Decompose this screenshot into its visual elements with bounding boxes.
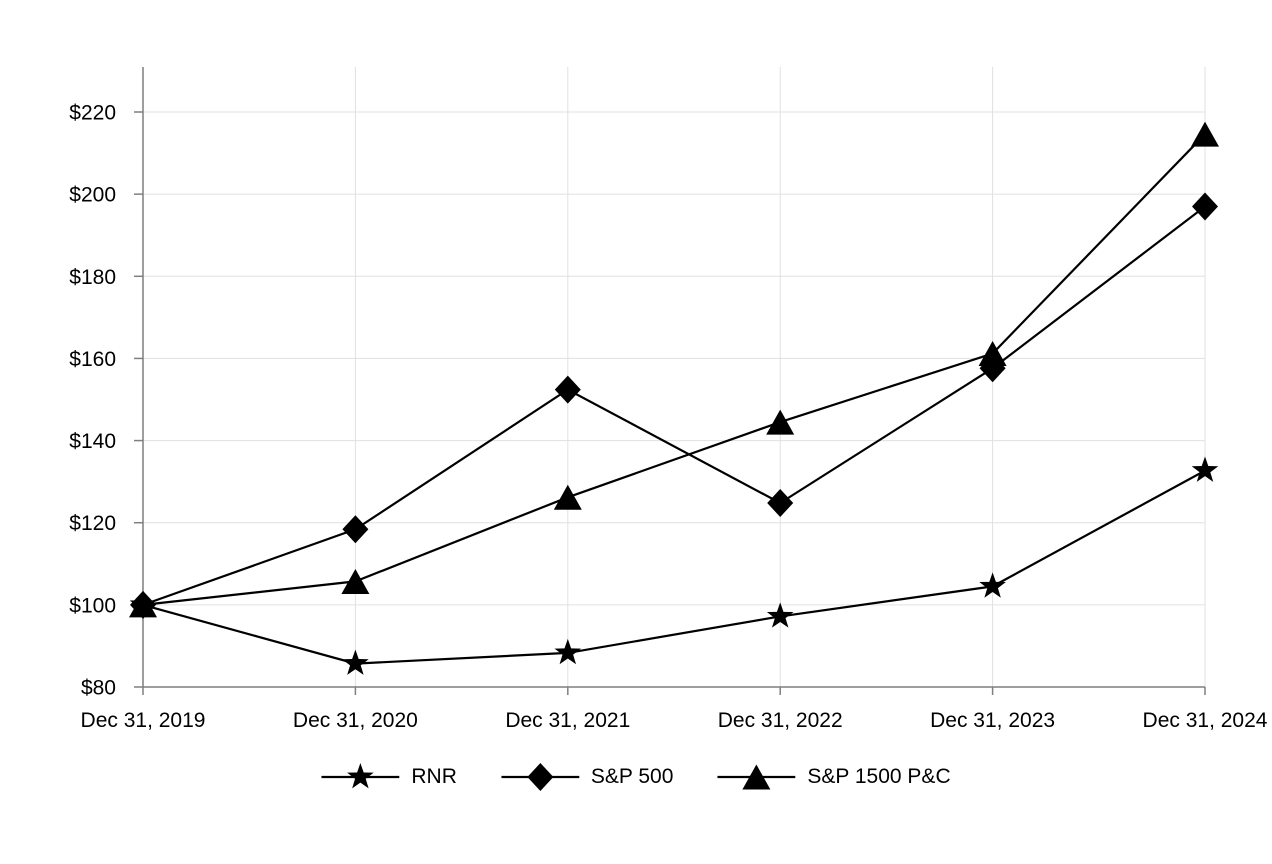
legend-diamond-icon [500,763,579,791]
legend-item-s-p-500: S&P 500 [500,762,674,792]
y-axis-tick-label: $100 [69,594,116,617]
legend-item-s-p-1500-p-c: S&P 1500 P&C [717,762,951,792]
legend-triangle-icon [717,764,796,790]
y-axis-tick-label: $180 [69,266,116,289]
chart-legend: RNR S&P 500 S&P 1500 P&C [321,762,951,792]
marker-triangle-s-p-1500-p-c [341,568,370,594]
marker-diamond-s-p-500 [342,515,369,544]
legend-item-rnr: RNR [321,762,457,792]
marker-triangle-s-p-1500-p-c [553,484,582,510]
legend-marker-shape [742,764,771,790]
legend-label: S&P 1500 P&C [807,765,951,788]
marker-triangle-s-p-1500-p-c [766,409,795,435]
marker-star-rnr [1191,456,1219,482]
x-axis-tick-label: Dec 31, 2022 [718,709,843,732]
marker-star-rnr [979,572,1006,598]
y-axis-tick-label: $120 [69,512,116,535]
marker-star-rnr [554,638,582,665]
y-axis-tick-label: $140 [69,430,116,453]
x-axis-tick-label: Dec 31, 2024 [1143,709,1268,732]
series-line-s-p-500 [142,205,1206,606]
y-axis-tick-label: $160 [69,348,116,371]
marker-diamond-s-p-500 [1192,192,1218,221]
y-axis-tick-label: $200 [69,184,116,207]
legend-label: RNR [411,765,457,788]
x-axis-tick-label: Dec 31, 2020 [293,709,418,732]
x-axis-tick-label: Dec 31, 2019 [81,709,206,732]
marker-diamond-s-p-500 [554,375,581,404]
marker-star-rnr [342,649,369,675]
marker-diamond-s-p-500 [767,489,794,517]
legend-marker-shape [526,763,553,791]
x-axis-tick-label: Dec 31, 2023 [930,709,1055,732]
series-line-rnr [142,469,1206,665]
y-axis-tick-label: $220 [69,102,116,125]
legend-star-icon [321,763,400,789]
legend-marker-shape [347,763,374,789]
marker-triangle-s-p-1500-p-c [1191,121,1219,147]
series-line-s-p-1500-p-c [142,133,1206,606]
marker-triangle-s-p-1500-p-c [129,592,157,618]
legend-label: S&P 500 [590,765,674,788]
y-axis-tick-label: $80 [81,677,116,700]
x-axis-tick-label: Dec 31, 2021 [505,709,630,732]
marker-triangle-s-p-1500-p-c [978,341,1007,366]
marker-star-rnr [766,602,794,628]
